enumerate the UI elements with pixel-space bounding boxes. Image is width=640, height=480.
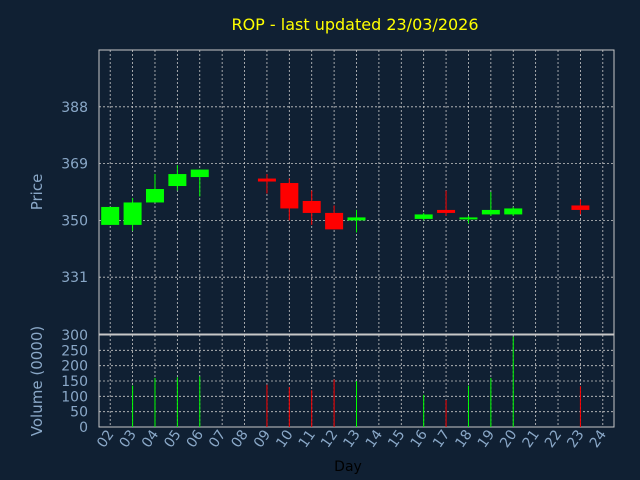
candle-04 xyxy=(145,174,164,203)
x-tick-label: 07 xyxy=(206,427,229,451)
x-tick-label: 11 xyxy=(296,427,319,451)
volume-tick-label: 50 xyxy=(70,405,88,421)
x-tick-label: 19 xyxy=(475,427,498,451)
candle-10 xyxy=(280,178,299,221)
candle-body xyxy=(101,206,120,225)
candle-06 xyxy=(190,169,209,197)
candle-12 xyxy=(325,205,344,230)
volume-axis-label: Volume (0000) xyxy=(28,326,46,436)
price-tick-label: 350 xyxy=(61,213,88,229)
x-tick-label: 08 xyxy=(228,427,251,451)
candle-body xyxy=(257,178,276,182)
candle-body xyxy=(414,214,433,219)
chart-title: ROP - last updated 23/03/2026 xyxy=(231,15,478,34)
candle-body xyxy=(571,205,590,210)
candle-body xyxy=(302,200,321,213)
candle-18 xyxy=(459,215,478,224)
candle-20 xyxy=(504,206,523,216)
candle-body xyxy=(459,217,478,220)
candle-13 xyxy=(347,209,366,233)
candle-body xyxy=(504,208,523,215)
x-tick-label: 16 xyxy=(408,427,431,451)
candle-02 xyxy=(101,206,120,225)
candle-body xyxy=(325,212,344,230)
volume-tick-label: 250 xyxy=(61,343,88,359)
candle-body xyxy=(347,217,366,221)
price-plot-frame xyxy=(98,49,615,335)
volume-tick-label: 100 xyxy=(61,389,88,405)
x-tick-label: 22 xyxy=(542,427,565,451)
volume-tick-label: 300 xyxy=(61,328,88,344)
price-tick-label: 369 xyxy=(61,157,88,173)
candle-body xyxy=(437,209,456,213)
candle-16 xyxy=(414,212,433,221)
candle-05 xyxy=(168,165,187,191)
x-tick-label: 14 xyxy=(363,427,386,451)
x-tick-label: 12 xyxy=(318,427,341,451)
price-axis-label: Price xyxy=(28,174,46,211)
x-axis-label: Day xyxy=(334,459,362,475)
candle-body xyxy=(481,209,500,215)
x-tick-label: 17 xyxy=(430,427,453,451)
candle-body xyxy=(123,202,142,225)
x-tick-label: 03 xyxy=(117,427,140,451)
x-tick-label: 02 xyxy=(94,427,117,451)
x-tick-label: 13 xyxy=(340,427,363,451)
x-tick-label: 20 xyxy=(497,427,520,451)
volume-tick-label: 0 xyxy=(79,420,88,436)
candle-23 xyxy=(571,199,590,215)
candle-body xyxy=(168,174,187,187)
candle-09 xyxy=(257,174,276,194)
candle-19 xyxy=(481,192,500,216)
price-panel: 331 350 369 388 Price xyxy=(28,49,615,335)
x-tick-label: 10 xyxy=(273,427,296,451)
volume-tick-label: 150 xyxy=(61,374,88,390)
price-tick-label: 388 xyxy=(61,100,88,116)
x-tick-label: 21 xyxy=(520,427,543,451)
x-tick-label: 23 xyxy=(564,427,587,451)
x-tick-label: 09 xyxy=(251,427,274,451)
candle-03 xyxy=(123,197,142,231)
price-tick-label: 331 xyxy=(61,270,88,286)
volume-tick-label: 200 xyxy=(61,359,88,375)
candle-body xyxy=(280,183,299,209)
x-tick-label: 18 xyxy=(452,427,475,451)
x-tick-label: 06 xyxy=(184,427,207,451)
x-tick-label: 15 xyxy=(385,427,408,451)
candle-17 xyxy=(437,190,456,216)
candle-body xyxy=(145,189,164,203)
x-tick-label: 24 xyxy=(587,427,610,451)
x-tick-label: 05 xyxy=(161,427,184,451)
candle-body xyxy=(190,169,209,178)
x-tick-label: 04 xyxy=(139,427,162,451)
candle-11 xyxy=(302,190,321,225)
